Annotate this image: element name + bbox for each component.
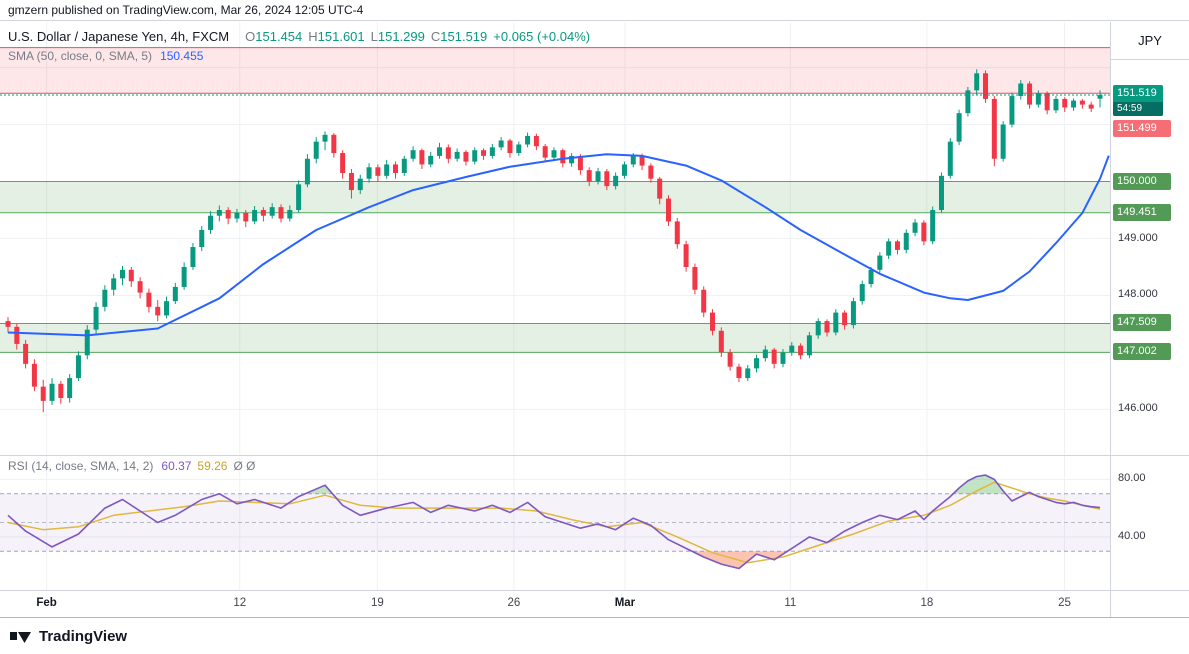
rsi-pane-header: RSI (14, close, SMA, 14, 2) 60.37 59.26 Ø Ø (8, 459, 255, 473)
current-price-value: 151.519 (1117, 86, 1157, 99)
rsi-value: 60.37 (161, 459, 192, 473)
high-label: H (308, 29, 318, 44)
change-value: +0.065 (+0.04%) (493, 29, 591, 44)
candlestick-series (5, 69, 1103, 413)
footer: TradingView (0, 618, 1189, 654)
price-axis-label: 146.000 (1118, 402, 1158, 415)
rsi-line (7, 474, 1101, 570)
price-level-badge: 147.002 (1113, 343, 1171, 361)
rsi-band (0, 493, 1110, 552)
rsi-ma-value: 59.26 (197, 459, 228, 473)
time-axis-label: 11 (784, 597, 797, 609)
sma-indicator-label[interactable]: SMA (50, close, 0, SMA, 5) (8, 49, 153, 63)
time-axis-label: 25 (1058, 597, 1071, 609)
low-value: 151.299 (377, 29, 425, 44)
sma-indicator-value: 150.455 (160, 49, 204, 63)
low-label: L (370, 29, 378, 44)
close-label: C (430, 29, 441, 44)
tradingview-brand[interactable]: TradingView (39, 627, 128, 645)
time-axis-label: 18 (920, 597, 934, 609)
price-axis-label: 149.000 (1118, 231, 1158, 244)
time-axis-label: Mar (614, 597, 636, 609)
rsi-axis-label: 80.00 (1118, 472, 1146, 485)
price-axis-label: 148.000 (1118, 288, 1158, 301)
tradingview-logo-icon[interactable] (10, 629, 32, 644)
time-axis-divider (0, 590, 1189, 591)
price-zones (0, 47, 1110, 353)
price-level-badge: 147.509 (1113, 314, 1171, 332)
price-level-badge: 150.000 (1113, 172, 1171, 190)
time-axis-label: 26 (507, 597, 521, 609)
pane-divider[interactable] (0, 455, 1189, 456)
open-label: O (245, 29, 256, 44)
price-axis[interactable]: JPY 149.000 148.000 146.000 150.000 149.451 1… (1110, 22, 1189, 617)
main-pane-header: U.S. Dollar / Japanese Yen, 4h, FXCM O151… (8, 29, 590, 63)
chart-canvas[interactable] (0, 22, 1110, 590)
price-chart[interactable]: U.S. Dollar / Japanese Yen, 4h, FXCM O151… (0, 22, 1110, 617)
alert-price-badge: 151.499 (1113, 119, 1171, 137)
attribution-text: gmzern published on TradingView.com, Mar… (0, 0, 1189, 21)
chart-frame: U.S. Dollar / Japanese Yen, 4h, FXCM O151… (0, 22, 1189, 618)
time-axis-label: Feb (36, 597, 57, 609)
high-value: 151.601 (317, 29, 365, 44)
rsi-indicator-label[interactable]: RSI (14, close, SMA, 14, 2) (8, 459, 154, 473)
time-axis[interactable]: Feb 12 19 26 Mar 11 18 25 (0, 590, 1110, 617)
symbol-title[interactable]: U.S. Dollar / Japanese Yen, 4h, FXCM (8, 29, 230, 44)
current-price-badge: 151.519 54:59 (1113, 84, 1163, 116)
bar-countdown: 54:59 (1113, 101, 1163, 116)
rsi-axis-label: 40.00 (1118, 529, 1146, 542)
price-level-badge: 149.451 (1113, 203, 1171, 221)
open-value: 151.454 (255, 29, 303, 44)
close-value: 151.519 (440, 29, 488, 44)
sma-line (7, 153, 1110, 337)
currency-label[interactable]: JPY (1111, 22, 1189, 60)
price-axis-labels: 149.000 148.000 146.000 150.000 149.451 147.5… (1111, 22, 1189, 617)
time-axis-label: 19 (370, 597, 384, 609)
rsi-extra-values: Ø Ø (233, 459, 256, 473)
time-axis-label: 12 (233, 597, 247, 609)
